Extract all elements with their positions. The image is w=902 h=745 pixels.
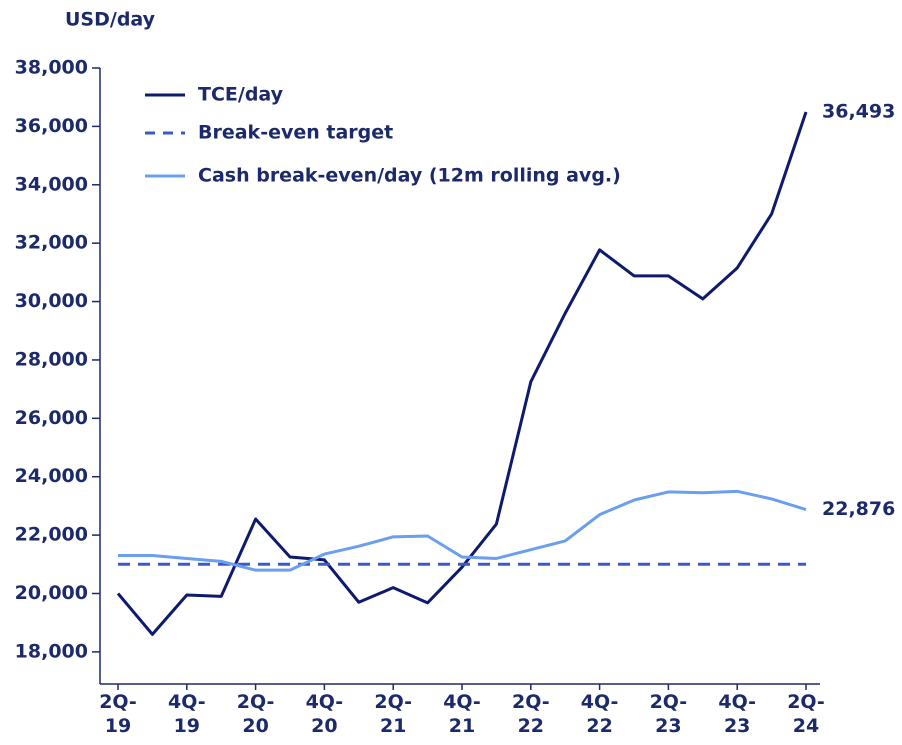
series-line [118, 489, 807, 572]
x-tick-label: 2Q-19 [99, 691, 137, 737]
legend-label: TCE/day [198, 84, 284, 106]
y-tick-label: 36,000 [15, 115, 88, 137]
y-tick-label: 32,000 [15, 232, 88, 254]
y-tick-label: 34,000 [15, 173, 88, 195]
x-tick-label: 4Q-23 [718, 691, 756, 737]
y-tick-label: 22,000 [15, 524, 88, 546]
series-line [116, 111, 808, 636]
y-tick-label: 28,000 [15, 348, 88, 370]
x-tick-label: 2Q-20 [236, 691, 275, 737]
y-tick-label: 30,000 [15, 290, 88, 312]
x-tick-label: 2Q-21 [374, 691, 412, 737]
x-tick-label: 2Q-24 [787, 691, 825, 737]
y-axis-label: USD/day [65, 9, 156, 31]
data-label: 22,876 [822, 498, 895, 520]
legend-label: Break-even target [198, 122, 393, 144]
x-tick-label: 4Q-22 [580, 691, 619, 737]
y-tick-label: 24,000 [15, 465, 88, 487]
data-label: 36,493 [822, 100, 895, 122]
x-tick-label: 2Q-23 [649, 691, 688, 737]
y-tick-label: 38,000 [15, 57, 88, 79]
y-tick-label: 20,000 [15, 582, 88, 604]
x-tick-label: 2Q-22 [511, 691, 550, 737]
x-tick-label: 4Q-19 [167, 691, 206, 737]
y-tick-label: 18,000 [15, 640, 88, 662]
y-tick-label: 26,000 [15, 407, 88, 429]
x-tick-label: 4Q-20 [305, 691, 344, 737]
x-tick-label: 4Q-21 [443, 691, 481, 737]
legend-label: Cash break-even/day (12m rolling avg.) [198, 165, 621, 187]
